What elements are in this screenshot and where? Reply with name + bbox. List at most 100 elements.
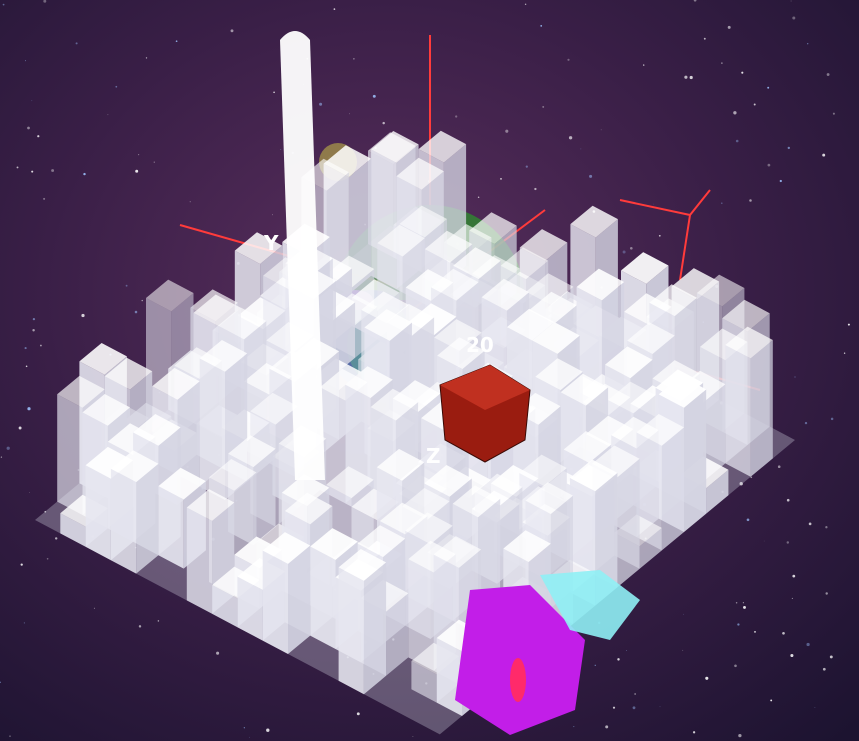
bar-top bbox=[310, 528, 358, 560]
star bbox=[25, 60, 27, 62]
bar-side bbox=[310, 546, 336, 649]
bar-side bbox=[411, 661, 437, 703]
star bbox=[742, 602, 744, 604]
bar-top bbox=[218, 307, 267, 340]
star bbox=[20, 563, 23, 566]
bar-top bbox=[364, 309, 412, 341]
bar-side bbox=[186, 507, 213, 614]
star bbox=[81, 313, 85, 318]
bar-side bbox=[725, 345, 751, 477]
axis-label: Y bbox=[263, 231, 279, 255]
star bbox=[825, 592, 828, 595]
bar-top bbox=[570, 205, 618, 238]
star bbox=[107, 114, 109, 116]
bar-side bbox=[408, 559, 434, 671]
bar-top bbox=[696, 274, 745, 307]
red-marker bbox=[510, 658, 526, 702]
cyan-region bbox=[540, 570, 640, 640]
star bbox=[749, 199, 752, 202]
star bbox=[617, 658, 620, 661]
star bbox=[46, 557, 49, 560]
bar-top bbox=[79, 343, 127, 375]
star bbox=[735, 139, 739, 143]
star bbox=[9, 735, 11, 737]
bar-grid bbox=[35, 130, 795, 735]
star bbox=[27, 126, 30, 130]
star bbox=[600, 129, 602, 131]
bar-top bbox=[377, 224, 425, 257]
star bbox=[134, 310, 138, 314]
bar-side bbox=[706, 469, 729, 514]
star bbox=[272, 214, 273, 216]
star bbox=[786, 498, 790, 502]
bar-top bbox=[526, 273, 574, 306]
star bbox=[93, 607, 95, 609]
axis-gizmo bbox=[619, 189, 711, 281]
star bbox=[790, 0, 792, 2]
bar-top bbox=[506, 308, 555, 341]
star bbox=[32, 317, 36, 321]
star bbox=[273, 91, 275, 94]
bar-top bbox=[326, 466, 374, 499]
bar-side bbox=[212, 585, 238, 628]
star bbox=[683, 613, 684, 615]
star bbox=[189, 201, 191, 203]
axis-label: Z bbox=[426, 444, 441, 468]
bar-top bbox=[535, 358, 583, 391]
bar-top bbox=[621, 252, 669, 284]
star bbox=[580, 148, 582, 150]
star bbox=[125, 284, 128, 287]
bar-side bbox=[85, 465, 111, 561]
star bbox=[157, 620, 160, 622]
bar-top bbox=[281, 474, 330, 507]
star bbox=[767, 163, 771, 167]
star bbox=[141, 299, 143, 302]
bar-top bbox=[133, 414, 181, 446]
star bbox=[826, 73, 830, 76]
bar-side bbox=[703, 384, 726, 482]
red-cube-top bbox=[440, 365, 530, 410]
bar-top bbox=[569, 459, 618, 492]
bar-top bbox=[576, 268, 625, 301]
bar-top bbox=[437, 337, 485, 369]
star bbox=[659, 706, 661, 708]
bar-top bbox=[193, 294, 241, 327]
bar-top bbox=[453, 247, 501, 280]
star bbox=[738, 733, 742, 738]
star bbox=[540, 25, 543, 27]
bar-side bbox=[750, 340, 773, 477]
star bbox=[753, 103, 756, 106]
star bbox=[145, 57, 148, 59]
bar-top bbox=[234, 232, 283, 264]
bar-side bbox=[288, 545, 311, 654]
star bbox=[734, 664, 737, 668]
bar-top bbox=[209, 459, 257, 491]
bar-top bbox=[431, 268, 479, 301]
star bbox=[684, 75, 688, 79]
bar-top bbox=[433, 536, 482, 568]
star bbox=[721, 202, 723, 204]
star bbox=[115, 85, 118, 88]
bar-top bbox=[250, 392, 298, 425]
star bbox=[25, 365, 28, 368]
star bbox=[348, 113, 350, 115]
bar-top bbox=[503, 530, 551, 562]
star bbox=[477, 196, 480, 199]
front-layer: Y 20 Z bbox=[263, 31, 640, 735]
star bbox=[24, 347, 27, 350]
star bbox=[782, 631, 785, 635]
star bbox=[6, 446, 10, 450]
bar-top bbox=[469, 212, 517, 244]
star bbox=[280, 149, 282, 150]
star bbox=[230, 29, 234, 33]
star bbox=[829, 655, 833, 659]
star bbox=[689, 75, 693, 80]
star bbox=[727, 25, 731, 29]
star bbox=[505, 129, 509, 133]
star bbox=[743, 605, 746, 609]
star bbox=[29, 492, 30, 493]
star bbox=[807, 43, 809, 45]
star bbox=[0, 681, 1, 683]
bar-side bbox=[262, 550, 288, 654]
